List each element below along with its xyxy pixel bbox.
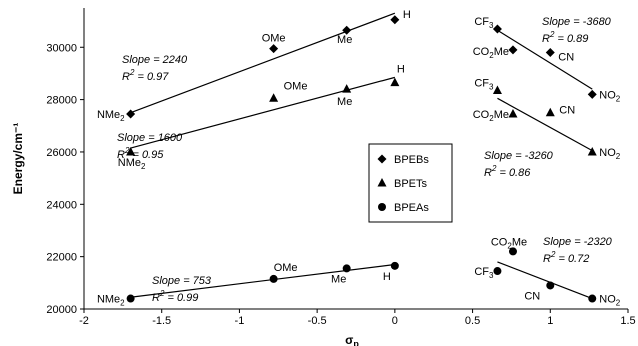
fit-line-bpets bbox=[497, 97, 593, 152]
point-label: Me bbox=[337, 96, 352, 108]
point-bpeas bbox=[588, 294, 597, 303]
point-label: NMe2 bbox=[118, 157, 146, 171]
point-bpets bbox=[587, 146, 597, 156]
point-bpeas bbox=[508, 247, 517, 256]
fit-slope-label: Slope = 753 bbox=[152, 275, 212, 287]
point-label: NMe2 bbox=[97, 294, 125, 308]
axes: -2 -1.5 -1 -0.5 0 0.5 1 1.5 20000 22000 24000 26000… bbox=[11, 8, 636, 346]
point-label: NO2 bbox=[599, 89, 621, 103]
fit-line-bpebs bbox=[130, 12, 396, 114]
point-bpebs bbox=[269, 44, 279, 54]
point-bpeas bbox=[126, 294, 135, 303]
y-tick-label: 28000 bbox=[46, 95, 77, 107]
legend-marker-bpebs bbox=[377, 154, 387, 164]
point-label: OMe bbox=[262, 33, 286, 45]
x-tick-label: -0.5 bbox=[308, 315, 327, 327]
point-label: H bbox=[383, 271, 391, 283]
point-label: CN bbox=[558, 51, 574, 63]
point-bpebs bbox=[126, 109, 136, 119]
point-bpeas bbox=[390, 261, 399, 270]
fit-slope-label: Slope = 1600 bbox=[117, 132, 183, 144]
y-tick-label: 22000 bbox=[46, 252, 77, 264]
point-bpets bbox=[390, 77, 400, 87]
point-label: H bbox=[403, 9, 411, 21]
y-tick-label: 20000 bbox=[46, 304, 77, 316]
point-bpets bbox=[342, 84, 352, 93]
legend-label: BPETs bbox=[394, 178, 428, 190]
point-label: NO2 bbox=[599, 294, 621, 308]
point-label: CN bbox=[559, 105, 575, 117]
fit-lines bbox=[130, 12, 593, 300]
x-axis-title: σp bbox=[345, 333, 359, 346]
point-bpeas bbox=[342, 264, 351, 273]
point-label: Me bbox=[331, 273, 346, 285]
point-bpets bbox=[492, 85, 502, 94]
point-bpeas bbox=[546, 281, 555, 290]
point-bpeas bbox=[493, 267, 502, 276]
point-bpebs bbox=[587, 89, 597, 99]
point-bpeas bbox=[269, 274, 278, 283]
point-bpets bbox=[545, 107, 555, 117]
point-bpets bbox=[508, 109, 518, 118]
point-labels: NMe2 OMe Me H CF3 CO2Me CN NO2 NMe2 OMe Me H CF3 CO2M… bbox=[97, 9, 621, 308]
point-label: OMe bbox=[274, 262, 298, 274]
data-points bbox=[126, 15, 597, 303]
y-tick-label: 26000 bbox=[46, 147, 77, 159]
point-label: CF3 bbox=[474, 77, 494, 91]
fit-line-bpeas bbox=[497, 261, 593, 300]
point-bpets bbox=[126, 146, 136, 156]
legend: BPEBs BPETs BPEAs bbox=[368, 143, 453, 223]
x-tick-label: 1.5 bbox=[620, 315, 635, 327]
point-label: CN bbox=[524, 290, 540, 302]
x-tick-label: -2 bbox=[79, 315, 89, 327]
point-bpebs bbox=[342, 25, 352, 35]
legend-label: BPEBs bbox=[394, 154, 429, 166]
fit-r2-label: R2 = 0.72 bbox=[543, 250, 589, 265]
fit-r2-label: R2 = 0.99 bbox=[152, 289, 198, 304]
point-label: CF3 bbox=[474, 266, 494, 280]
x-tick-label: 0.5 bbox=[465, 315, 480, 327]
point-label: CF3 bbox=[474, 16, 494, 30]
y-axis-title: Energy/cm⁻¹ bbox=[11, 123, 25, 195]
point-label: NMe2 bbox=[97, 109, 125, 123]
point-label: CO2Me bbox=[473, 46, 509, 60]
fit-line-bpebs bbox=[497, 29, 593, 90]
point-bpebs bbox=[545, 47, 555, 57]
fit-slope-label: Slope = -3680 bbox=[542, 16, 612, 28]
fit-slope-label: Slope = -3260 bbox=[484, 150, 554, 162]
fit-r2-label: R2 = 0.95 bbox=[117, 146, 164, 161]
fit-r2-label: R2 = 0.97 bbox=[122, 68, 169, 83]
fit-r2-label: R2 = 0.86 bbox=[484, 164, 531, 179]
x-tick-label: 0 bbox=[392, 315, 398, 327]
point-label: Me bbox=[337, 34, 352, 46]
fit-slope-label: Slope = -2320 bbox=[543, 236, 613, 248]
x-tick-label: -1.5 bbox=[152, 315, 171, 327]
point-bpebs bbox=[492, 24, 502, 34]
x-tick-label: -1 bbox=[235, 315, 245, 327]
point-bpets bbox=[269, 93, 279, 102]
legend-marker-bpets bbox=[377, 178, 387, 187]
point-bpebs bbox=[508, 45, 518, 55]
x-tick-label: 1 bbox=[547, 315, 553, 327]
legend-marker-bpeas bbox=[378, 203, 386, 211]
point-label: CO2Me bbox=[491, 236, 527, 250]
point-label: H bbox=[397, 64, 405, 76]
fit-r2-label: R2 = 0.89 bbox=[542, 30, 588, 45]
point-label: CO2Me bbox=[473, 109, 509, 123]
y-tick-label: 30000 bbox=[46, 42, 77, 54]
legend-label: BPEAs bbox=[394, 202, 429, 214]
fit-slope-label: Slope = 2240 bbox=[122, 54, 188, 66]
y-tick-label: 24000 bbox=[46, 199, 77, 211]
point-bpebs bbox=[390, 15, 400, 25]
fit-line-bpets bbox=[130, 76, 396, 149]
fit-line-bpeas bbox=[130, 263, 395, 298]
point-label: NO2 bbox=[599, 147, 621, 161]
fit-annotations: Slope = 2240 R2 = 0.97 Slope = 1600 R2 = 0.… bbox=[117, 16, 613, 304]
point-label: OMe bbox=[284, 80, 308, 92]
